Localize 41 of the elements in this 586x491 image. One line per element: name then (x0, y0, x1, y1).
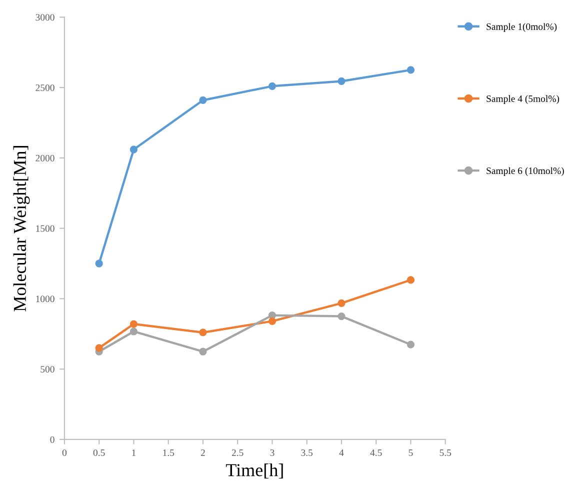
point (95, 344, 103, 352)
y-tick-label: 3000 (36, 14, 54, 21)
x-tick-label: 3.5 (301, 449, 313, 456)
point (130, 328, 138, 336)
y-tick-label: 1500 (36, 225, 54, 232)
point (406, 66, 415, 74)
x-tick-label: 5.5 (440, 450, 452, 456)
x-tick-label: 0.5 (93, 449, 105, 456)
x-tick-label: 5 (408, 450, 413, 456)
y-tick-label: 0 (50, 436, 54, 443)
y-tick-label: 2500 (36, 84, 54, 92)
point (268, 317, 276, 326)
x-tick-label: 2 (200, 449, 205, 456)
x-axis-title: Time[h] (226, 464, 283, 478)
point (406, 340, 415, 348)
x-tick-label: 4.5 (370, 450, 382, 456)
x-tick-label: 0 (62, 449, 67, 456)
y-tick-label: 500 (40, 366, 54, 373)
point (268, 311, 276, 320)
legend-label: Sample 6 (10mol%) (486, 167, 564, 176)
x-tick-label: 1 (132, 449, 136, 456)
point (95, 260, 103, 268)
point (130, 146, 138, 154)
x-tick-label: 1.5 (163, 449, 174, 456)
y-tick-label: 2000 (36, 154, 54, 162)
y-tick-label: 1000 (36, 296, 54, 302)
y-axis-title: Molecular Weight[Mn] (13, 146, 30, 312)
point (338, 299, 346, 308)
x-tick-label: 2.5 (232, 449, 244, 456)
x-tick-label: 4 (339, 450, 344, 456)
point (199, 96, 207, 104)
legend-label: Sample 4 (5mol%) (486, 95, 560, 104)
point (338, 77, 346, 86)
point (199, 348, 207, 356)
point (199, 328, 207, 336)
point (268, 82, 276, 90)
point (406, 276, 415, 284)
point (338, 312, 346, 320)
x-tick-label: 3 (270, 449, 274, 456)
point (130, 320, 138, 328)
legend-label: Sample 1(0mol%) (486, 23, 557, 32)
